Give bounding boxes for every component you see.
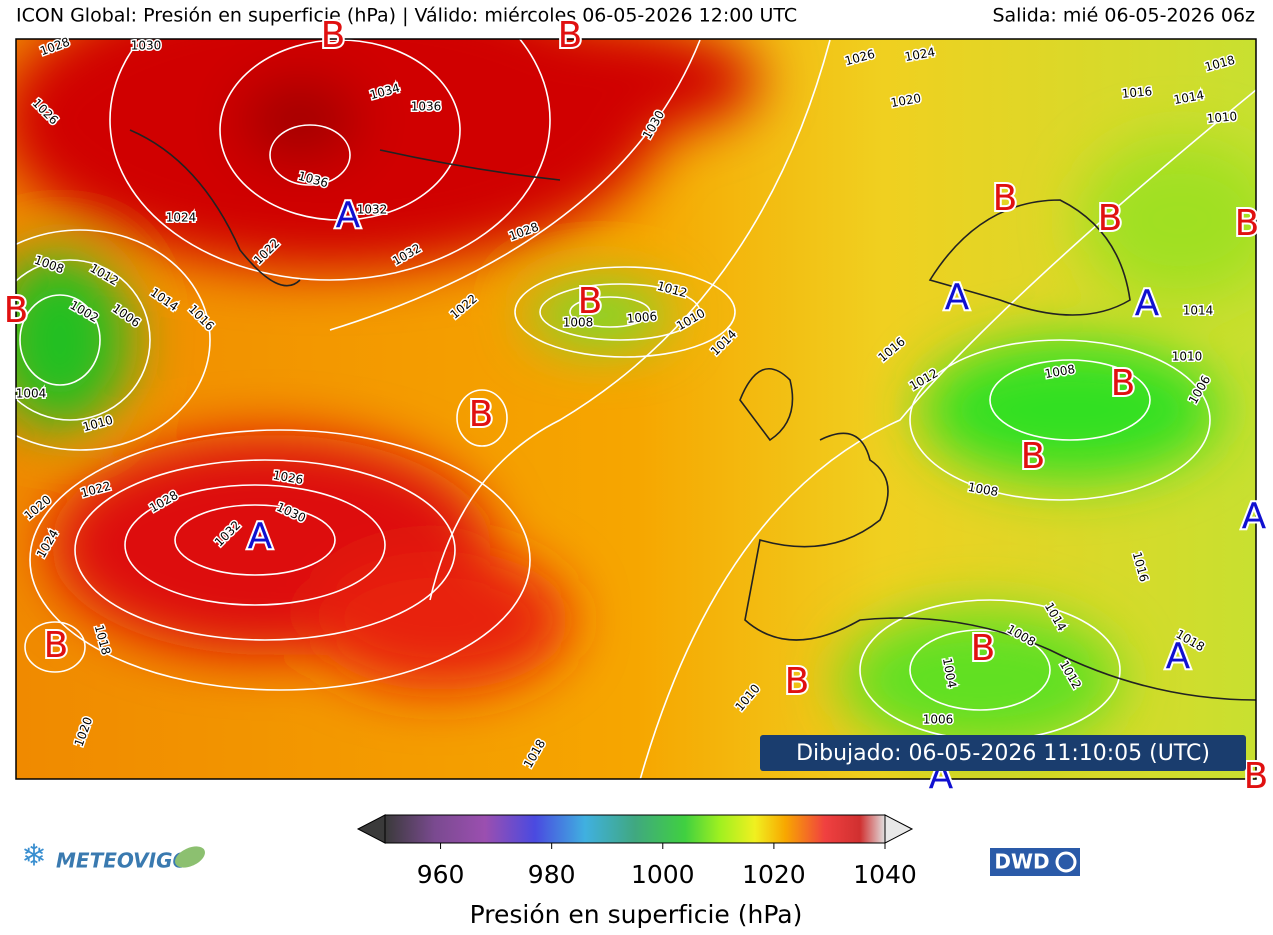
colorbar-bar <box>384 814 886 844</box>
logo-text: METEOVIGO <box>56 849 190 873</box>
pressure-center: A <box>248 516 273 557</box>
svg-text:❄: ❄ <box>21 839 46 874</box>
isobar-label: 1016 <box>1121 84 1153 101</box>
pressure-center: B <box>1244 756 1269 797</box>
pressure-center: B <box>1235 203 1260 244</box>
pressure-center: B <box>558 15 583 56</box>
pressure-center: B <box>1098 198 1123 239</box>
map-frame <box>15 38 1257 780</box>
pressure-center: B <box>1111 363 1136 404</box>
isobar-label: 1024 <box>166 211 197 225</box>
pressure-center: A <box>945 277 970 318</box>
isobar-label: 1026 <box>272 468 305 487</box>
title: ICON Global: Presión en superficie (hPa)… <box>16 5 797 27</box>
isobar-label: 1014 <box>1183 304 1214 318</box>
pressure-center: B <box>44 625 69 666</box>
logo-text: DWD <box>994 850 1049 874</box>
isobar-label: 1006 <box>923 713 954 727</box>
pressure-center: B <box>321 15 346 56</box>
pressure-center: A <box>1166 636 1191 677</box>
isobar-label: 1006 <box>626 309 658 326</box>
isobar-label: 1008 <box>967 480 1000 499</box>
colorbar-tick-label: 960 <box>417 860 465 889</box>
logo-left: ❄ METEOVIGO <box>21 839 205 874</box>
colorbar: Presión en superficie (hPa) 960 980 1000 10… <box>356 814 917 929</box>
pressure-center: A <box>1242 496 1267 537</box>
stamp-box <box>760 735 1246 771</box>
coastlines <box>129 129 1256 701</box>
isobar-label: 1020 <box>890 91 923 110</box>
run-time: Salida: mié 06-05-2026 06z <box>992 5 1255 27</box>
colorbar-tick-label: 980 <box>528 860 576 889</box>
isobar-label: 1030 <box>131 39 162 53</box>
pressure-field <box>16 39 1256 750</box>
logo-right: DWD <box>990 848 1080 876</box>
pressure-center: A <box>336 195 361 236</box>
colorbar-tick-label: 1020 <box>742 860 806 889</box>
pressure-center: B <box>785 661 810 702</box>
pressure-center: B <box>469 394 494 435</box>
isobar-label: 1014 <box>1173 88 1206 107</box>
pressure-center: B <box>971 628 996 669</box>
pressure-center: B <box>1021 436 1046 477</box>
pressure-center: A <box>1135 283 1160 324</box>
isobar-label: 1032 <box>357 203 388 217</box>
isobar-label: 1004 <box>16 387 47 401</box>
pressure-center: B <box>4 290 29 331</box>
colorbar-label: Presión en superficie (hPa) <box>470 900 803 929</box>
isobar-label: 1036 <box>411 100 442 114</box>
colorbar-tick-label: 1000 <box>631 860 695 889</box>
isobars <box>0 0 1256 780</box>
map <box>0 0 1256 780</box>
isobar-label: 1008 <box>563 316 594 330</box>
isobar-label: 1024 <box>904 45 937 64</box>
stamp: Dibujado: 06-05-2026 11:10:05 (UTC) <box>796 741 1210 766</box>
isobar-label: 1010 <box>1172 350 1203 364</box>
pressure-center: B <box>993 178 1018 219</box>
isobar-label: 1010 <box>1206 109 1238 126</box>
isobar-label: 1004 <box>940 657 959 690</box>
pressure-center: B <box>578 281 603 322</box>
isobar-label: 1008 <box>1044 362 1077 381</box>
colorbar-tick-label: 1040 <box>853 860 917 889</box>
